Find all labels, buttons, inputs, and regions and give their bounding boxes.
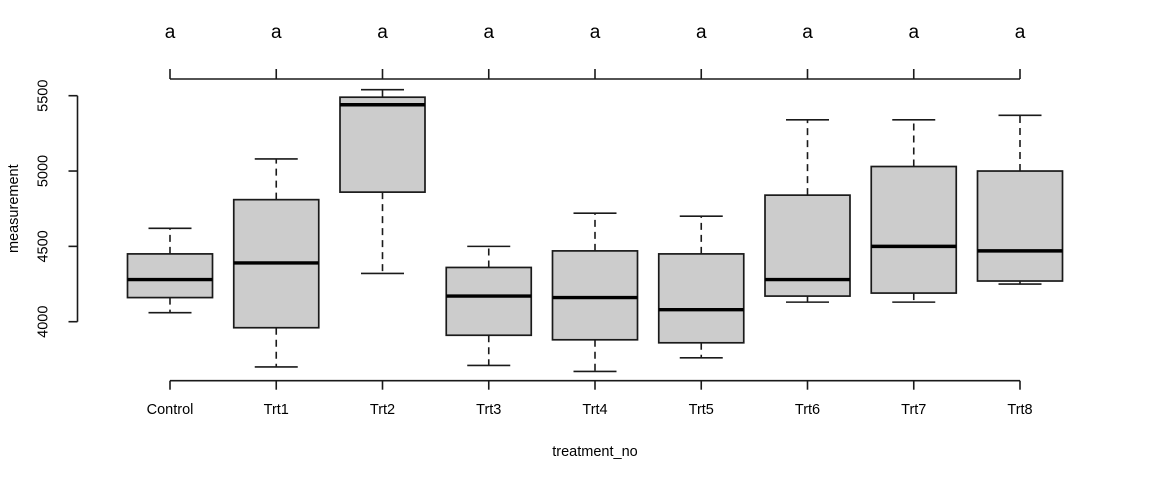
box-group-trt8: [976, 114, 1064, 285]
top-axis-letter: a: [802, 22, 813, 43]
top-axis-letter: a: [1015, 22, 1026, 43]
x-tick-label: Control: [147, 402, 194, 418]
plot-layer: 4000 4500 5000 5500 Control Trt1 Trt2 Trt3 Trt4 T…: [36, 22, 1064, 418]
box: [657, 253, 745, 344]
y-tick-label: 5000: [36, 155, 52, 187]
x-axis-bottom: Control Trt1 Trt2 Trt3 Trt4 Trt5 Trt6 Trt7 Trt8: [147, 379, 1033, 418]
box-group-trt2: [339, 88, 426, 275]
top-axis-letter: a: [908, 22, 919, 43]
x-tick-label: Trt8: [1007, 402, 1032, 418]
box: [976, 170, 1064, 282]
x-tick-label: Trt1: [264, 402, 289, 418]
top-axis-letter: a: [271, 22, 282, 43]
y-tick-label: 4000: [36, 306, 52, 338]
y-tick-label: 4500: [36, 230, 52, 262]
x-tick-label: Trt3: [476, 402, 501, 418]
top-axis-letter: a: [483, 22, 494, 43]
box-group-trt3: [445, 245, 533, 367]
box-group-trt1: [232, 158, 320, 368]
y-axis: 4000 4500 5000 5500: [36, 80, 79, 338]
box-group-trt4: [551, 212, 639, 373]
box: [339, 96, 426, 193]
box: [126, 253, 214, 299]
x-axis-title: treatment_no: [552, 444, 637, 460]
x-tick-label: Trt2: [370, 402, 395, 418]
top-axis-letter: a: [165, 22, 176, 43]
y-axis-title: measurement: [6, 164, 22, 253]
x-tick-label: Trt6: [795, 402, 820, 418]
y-tick-label: 5500: [36, 80, 52, 112]
box-group-trt5: [657, 215, 745, 359]
box: [445, 266, 533, 337]
top-axis-letter: a: [377, 22, 388, 43]
x-tick-label: Trt5: [689, 402, 714, 418]
x-tick-label: Trt7: [901, 402, 926, 418]
box: [870, 165, 958, 294]
top-axis-letter: a: [696, 22, 707, 43]
x-tick-label: Trt4: [582, 402, 607, 418]
box-group-trt6: [764, 119, 851, 303]
box: [551, 250, 639, 341]
box-group-trt7: [870, 119, 958, 303]
top-axis-letter: a: [590, 22, 601, 43]
box-group-control: [126, 227, 214, 314]
